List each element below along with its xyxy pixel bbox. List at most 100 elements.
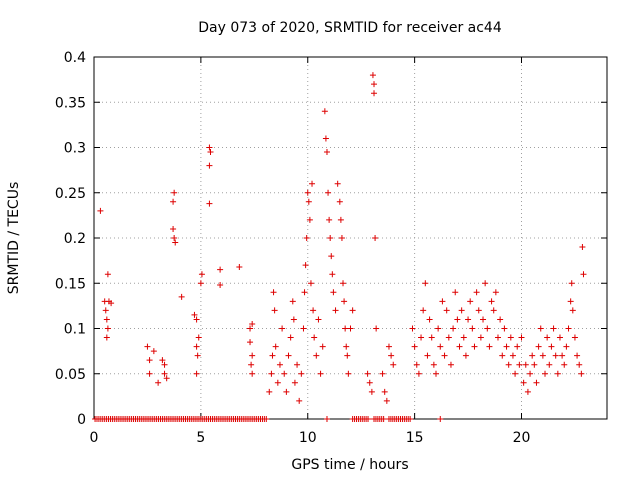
data-point [544,334,551,341]
data-point [310,307,317,314]
data-point [163,375,170,382]
data-point [270,289,277,296]
axis-ticks [93,56,607,420]
data-point [381,388,388,395]
zero-value-point [323,416,330,422]
data-point [505,361,512,368]
data-point [458,307,465,314]
y-tick-label: 0.25 [55,186,86,202]
data-point [217,266,224,273]
data-point [499,352,506,359]
data-point [104,325,111,332]
data-point [548,343,555,350]
x-tick-label: 0 [90,430,99,446]
data-point [313,352,320,359]
data-point [372,235,379,241]
data-point [471,343,478,350]
data-point [294,361,301,368]
data-point [249,370,256,377]
data-point [533,379,540,386]
data-point [325,189,332,196]
data-point [546,361,553,368]
data-point [437,343,444,350]
data-point [103,316,110,323]
data-point [266,388,273,395]
data-point [161,361,168,368]
data-point [371,90,378,97]
data-point [368,388,375,395]
data-point [507,334,514,341]
data-point [285,352,292,359]
y-tick-label: 0 [77,412,86,428]
data-point [171,235,178,241]
data-point [426,316,433,323]
data-point [454,316,461,323]
data-point [443,307,450,314]
data-point [193,316,200,323]
data-point [445,334,452,341]
data-point [197,280,204,287]
data-point [340,280,347,287]
data-point [302,262,309,269]
data-point [411,343,418,350]
data-point [563,343,570,350]
data-point [366,379,373,386]
data-point [413,361,420,368]
data-point [371,81,378,88]
data-point [561,361,568,368]
data-point [420,307,427,314]
data-point [342,325,349,332]
data-point [311,334,318,341]
data-point [439,298,446,305]
data-point [247,339,254,346]
data-point [236,263,243,270]
data-point [516,361,523,368]
y-tick-label: 0.35 [55,95,86,111]
data-point [305,198,312,205]
data-point [217,282,224,289]
y-axis-label: SRMTID / TECUs [6,182,22,295]
data-point [369,72,376,79]
data-point [460,334,467,341]
data-point [462,352,469,359]
y-tick-label: 0.15 [55,276,86,292]
zero-value-point [407,416,414,422]
data-point [373,325,380,332]
data-point [271,307,278,314]
data-point [571,334,578,341]
data-point [388,352,395,359]
data-point [193,370,200,377]
tick-labels: 0 0.05 0.1 0.15 0.2 0.25 0.3 0.35 0.4 0 5 10 15 20 [55,50,531,446]
data-point [178,293,185,300]
data-point [97,207,104,214]
data-point [304,189,311,196]
data-point [473,289,480,296]
data-point [170,198,177,205]
data-point [509,352,516,359]
x-axis-label: GPS time / hours [291,457,408,473]
data-point [191,311,198,318]
data-point [452,289,459,296]
data-point [486,343,493,350]
data-point [539,352,546,359]
data-point [159,357,166,364]
data-point [337,216,344,223]
data-point [542,370,549,377]
y-tick-label: 0.4 [64,50,86,66]
data-point [349,307,356,314]
data-point [332,307,339,314]
data-point [433,370,439,377]
data-point [385,343,392,350]
data-point [301,289,308,296]
data-point [104,271,111,278]
data-point [326,216,333,223]
y-tick-label: 0.05 [55,367,86,383]
data-point [535,343,542,350]
y-tick-label: 0.3 [64,141,86,157]
data-point [108,300,115,307]
data-point [338,235,345,241]
data-point [144,343,151,350]
data-point [330,289,337,296]
data-point [198,271,205,278]
data-point [390,361,397,368]
